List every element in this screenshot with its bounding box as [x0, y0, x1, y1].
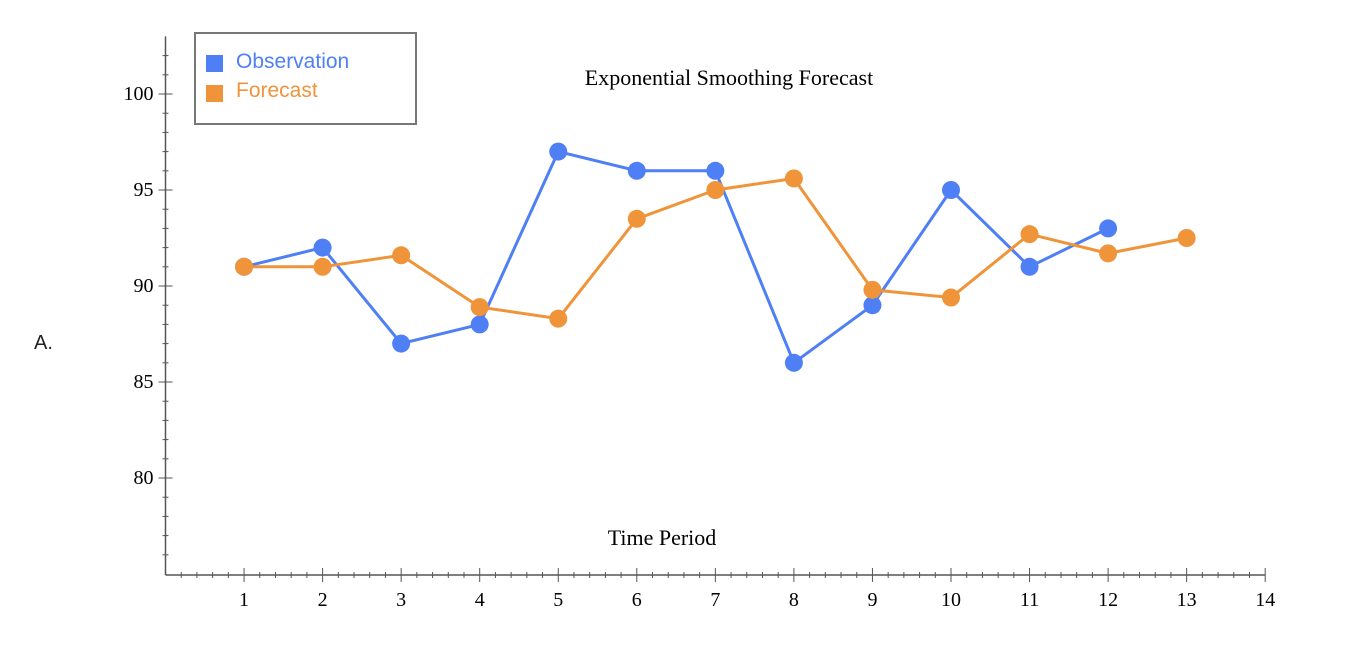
question-label: A. — [34, 332, 53, 354]
series-group — [235, 142, 1196, 372]
x-tick-label: 13 — [1177, 589, 1197, 611]
data-point-observation — [392, 334, 411, 353]
data-point-observation — [1099, 219, 1118, 238]
y-tick-label: 100 — [124, 83, 154, 105]
data-point-forecast — [942, 288, 960, 307]
data-point-forecast — [549, 309, 568, 328]
chart-title: Exponential Smoothing Forecast — [585, 65, 873, 90]
y-tick-label: 85 — [134, 371, 154, 393]
legend-box — [194, 32, 417, 125]
y-tick-label: 90 — [134, 275, 154, 297]
data-point-observation — [706, 161, 725, 180]
legend-swatch-observation — [206, 55, 223, 72]
data-point-forecast — [470, 298, 489, 317]
series-line-observation — [243, 150, 1109, 365]
x-tick-label: 9 — [867, 589, 877, 611]
x-tick-label: 14 — [1255, 589, 1275, 611]
data-point-forecast — [1177, 229, 1196, 247]
legend-label-observation: Observation — [236, 50, 349, 73]
data-point-observation — [313, 238, 332, 257]
x-tick-label: 3 — [396, 589, 406, 611]
x-tick-label: 7 — [710, 589, 720, 611]
legend-swatch-forecast — [206, 85, 223, 102]
x-tick-label: 6 — [632, 589, 642, 611]
data-point-forecast — [313, 257, 332, 276]
y-tick-label: 95 — [134, 179, 154, 201]
data-point-observation — [549, 142, 568, 161]
data-point-forecast — [863, 280, 882, 299]
x-tick-label: 8 — [789, 589, 799, 611]
data-point-observation — [470, 315, 489, 334]
data-point-forecast — [235, 257, 254, 276]
x-tick-label: 2 — [318, 589, 328, 611]
data-point-forecast — [784, 169, 803, 188]
data-point-forecast — [1099, 244, 1118, 263]
data-point-observation — [784, 353, 803, 372]
data-point-observation — [863, 296, 882, 315]
data-point-observation — [627, 161, 646, 180]
x-tick-label: 11 — [1020, 589, 1039, 611]
data-point-forecast — [706, 181, 725, 199]
data-point-forecast — [392, 246, 411, 265]
legend: Observation Forecast — [194, 32, 417, 125]
x-tick-label: 10 — [941, 589, 961, 611]
data-point-forecast — [1020, 225, 1039, 244]
x-tick-label: 4 — [475, 589, 485, 611]
x-tick-label: 1 — [239, 589, 249, 611]
legend-label-forecast: Forecast — [236, 79, 318, 102]
data-point-observation — [1020, 257, 1039, 276]
y-tick-label: 80 — [134, 467, 154, 489]
data-point-forecast — [627, 209, 646, 228]
x-tick-label: 5 — [553, 589, 563, 611]
data-point-observation — [942, 181, 960, 199]
x-axis-label: Time Period — [608, 525, 717, 550]
x-tick-label: 12 — [1098, 589, 1118, 611]
series-line-forecast — [244, 176, 1187, 321]
